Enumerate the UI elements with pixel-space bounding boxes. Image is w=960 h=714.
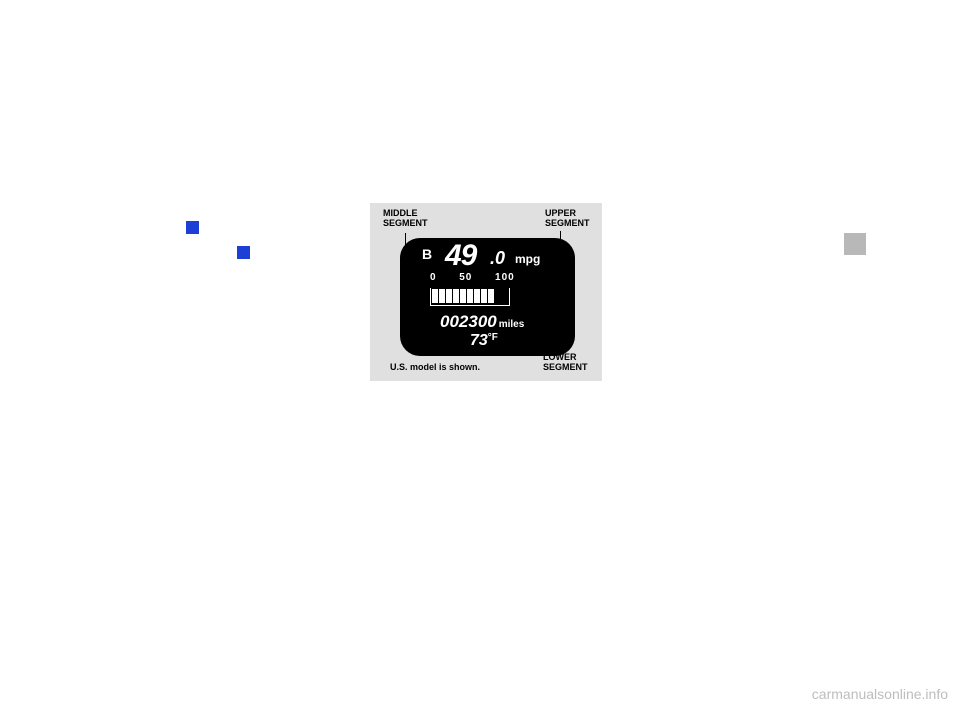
label-upper-segment: UPPER SEGMENT bbox=[545, 209, 590, 229]
gauge-odometer-value: 002300 bbox=[440, 312, 497, 331]
gauge-diagram: MIDDLE SEGMENT UPPER SEGMENT LOWER SEGME… bbox=[370, 203, 602, 381]
gauge-odometer: 002300miles bbox=[440, 312, 524, 332]
gauge-scale-labels: 0 50 100 bbox=[430, 272, 515, 283]
gauge-bar-graph bbox=[430, 288, 510, 306]
blue-bullet-1 bbox=[186, 221, 199, 234]
page-tab bbox=[844, 233, 866, 255]
gauge-mpg-unit: mpg bbox=[515, 252, 540, 266]
gauge-temp-value: 73 bbox=[470, 332, 488, 349]
gauge-display: B 49 .0 mpg 0 50 100 002300miles 73°F bbox=[400, 238, 575, 356]
gauge-mpg-whole: 49 bbox=[445, 239, 476, 273]
gauge-trip-letter: B bbox=[422, 246, 432, 262]
gauge-mpg-decimal: .0 bbox=[490, 248, 505, 269]
label-model-note: U.S. model is shown. bbox=[390, 363, 480, 373]
gauge-temperature: 73°F bbox=[470, 332, 498, 350]
gauge-temp-unit: °F bbox=[488, 332, 498, 343]
watermark-text: carmanualsonline.info bbox=[812, 686, 948, 702]
blue-bullet-2 bbox=[237, 246, 250, 259]
label-middle-segment: MIDDLE SEGMENT bbox=[383, 209, 428, 229]
gauge-odometer-unit: miles bbox=[499, 319, 525, 330]
